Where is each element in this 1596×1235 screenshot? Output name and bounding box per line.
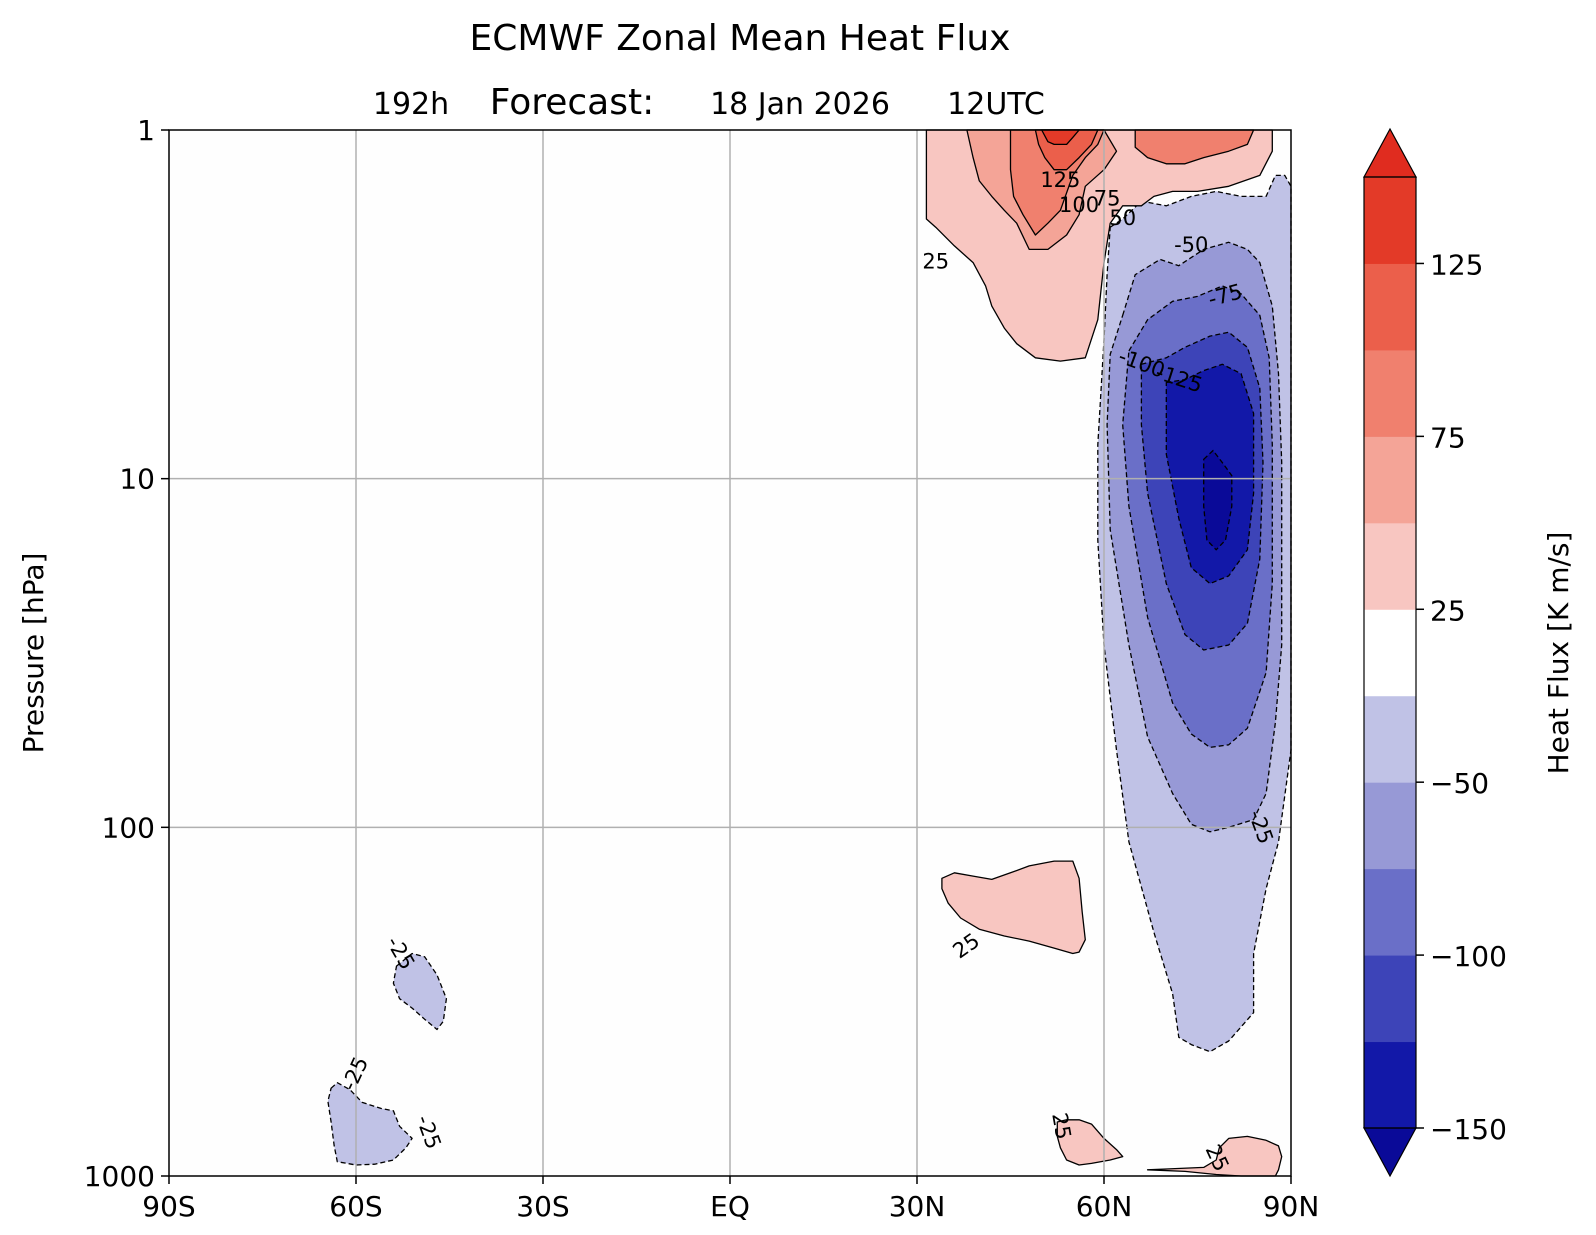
x-tick-label: 60N	[1076, 1190, 1133, 1223]
colorbar-frame	[1363, 176, 1417, 1129]
contour-label: 100	[1059, 193, 1099, 217]
forecast-lead: 192h	[373, 87, 449, 122]
colorbar-bin	[1364, 177, 1416, 264]
x-tick-label: 90S	[142, 1190, 195, 1223]
contour-southern-negative-patch-a	[392, 952, 448, 1031]
x-tick-label: 60S	[329, 1190, 382, 1223]
colorbar-label: Heat Flux [K m/s]	[1542, 532, 1575, 775]
y-tick-label: 100	[102, 811, 155, 844]
chart-title: ECMWF Zonal Mean Heat Flux	[470, 18, 1011, 59]
y-axis: 1 10 100 1000	[84, 114, 169, 1193]
forecast-prefix: Forecast:	[490, 82, 654, 123]
colorbar-tick-label: 25	[1430, 594, 1466, 627]
grid-lines	[169, 130, 1291, 1176]
contour-mid-lat-tropo-positive	[941, 860, 1086, 955]
colorbar-bin	[1364, 609, 1416, 697]
contour-polar-surface-positive-a	[1056, 1119, 1124, 1166]
x-tick-label: 30N	[889, 1190, 946, 1223]
contour-regions	[327, 129, 1292, 1177]
contour-label: 25	[1047, 1111, 1075, 1141]
colorbar-bin	[1364, 955, 1416, 1043]
colorbar-tick-label: −50	[1430, 767, 1489, 800]
x-tick-label: EQ	[710, 1190, 750, 1223]
contour-upper-strat-positive-75-east	[1134, 129, 1255, 165]
y-tick-label: 1	[137, 114, 155, 147]
contour-label: 75	[1094, 186, 1121, 210]
colorbar-bin	[1364, 349, 1416, 437]
colorbar-bin	[1364, 522, 1416, 610]
contour-north-pole-strat-minus150	[1203, 449, 1233, 551]
colorbar: −150 −100 −50 25 75 125	[1362, 127, 1507, 1178]
x-tick-label: 90N	[1263, 1190, 1320, 1223]
colorbar-bin	[1364, 868, 1416, 956]
contour-label: 125	[1040, 168, 1080, 192]
contour-label: 25	[922, 250, 949, 274]
colorbar-tick-label: 125	[1430, 248, 1483, 281]
colorbar-tick-label: 75	[1430, 421, 1466, 454]
colorbar-extend-max	[1362, 127, 1418, 178]
forecast-time: 12UTC	[947, 87, 1045, 122]
y-tick-label: 1000	[84, 1160, 155, 1193]
forecast-date: 18 Jan 2026	[710, 87, 890, 122]
colorbar-bin	[1364, 695, 1416, 783]
contour-label: 50	[1109, 206, 1136, 230]
y-tick-label: 10	[119, 463, 155, 496]
contour-southern-negative-patch-b	[327, 1082, 413, 1166]
y-axis-label: Pressure [hPa]	[17, 553, 50, 754]
colorbar-tick-label: −100	[1430, 940, 1507, 973]
x-axis: 90S 60S 30S EQ 30N 60N 90N	[142, 1176, 1319, 1223]
colorbar-bin	[1364, 263, 1416, 351]
colorbar-bin	[1364, 436, 1416, 524]
contour-label: -50	[1174, 233, 1208, 257]
x-tick-label: 30S	[516, 1190, 569, 1223]
colorbar-extend-min	[1362, 1127, 1418, 1178]
colorbar-tick-label: −150	[1430, 1113, 1507, 1146]
plot-area: 251251007550-50-75-100-125-2525-25-25-25…	[168, 129, 1292, 1177]
colorbar-bin	[1364, 1041, 1416, 1129]
colorbar-bin	[1364, 782, 1416, 870]
